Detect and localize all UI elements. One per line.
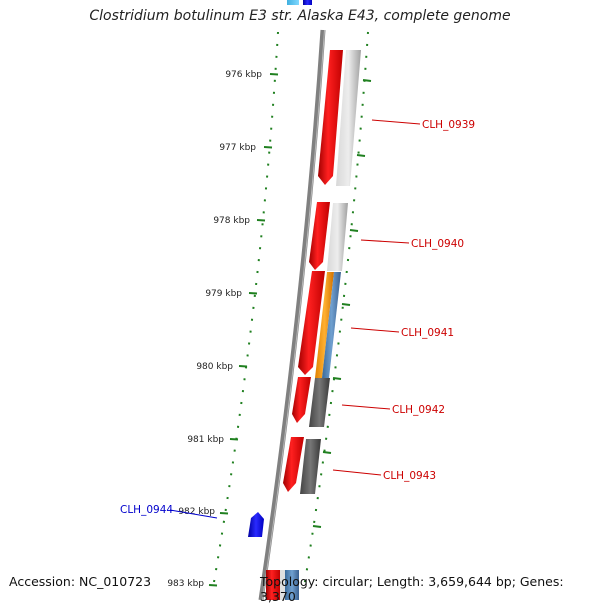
gene-label-CLH_0940[interactable]: CLH_0940: [411, 238, 464, 250]
tick-label-983: 983 kbp: [167, 579, 204, 589]
gene-label-CLH_0942[interactable]: CLH_0942: [392, 404, 445, 416]
tick-label-979: 979 kbp: [205, 289, 242, 299]
inner-tick-982: [312, 525, 322, 528]
cog-feature-bottom-steel: [285, 570, 299, 600]
cds-arrow-CLH_0943: [283, 437, 304, 492]
inner-major-ticks: [312, 79, 372, 528]
tick-982: [219, 512, 229, 515]
tick-978: [256, 219, 266, 222]
cog-band-CLH_0941-orange: [315, 272, 334, 378]
cog-feature-bottom-light: [280, 570, 285, 600]
tick-977: [263, 146, 273, 149]
leader-CLH_0940: [360, 239, 410, 244]
cog-band-CLH_0940: [327, 203, 348, 271]
tick-981: [229, 438, 239, 441]
cds-arrow-CLH_0942: [292, 377, 311, 423]
cds-arrow-CLH_0941: [298, 271, 325, 375]
tick-976: [269, 73, 279, 76]
cds-feature-bottom: [266, 570, 280, 600]
inner-tick-979: [341, 303, 351, 306]
cds-arrow-CLH_0944: [248, 512, 264, 537]
cog-features: [300, 50, 361, 494]
cog-band-CLH_0939: [336, 50, 361, 186]
gene-label-CLH_0941[interactable]: CLH_0941: [401, 327, 454, 339]
tick-label-977: 977 kbp: [219, 143, 256, 153]
tick-979: [248, 292, 258, 295]
inner-tick-978: [349, 229, 359, 232]
inner-tick-980: [332, 377, 342, 380]
major-ticks: [208, 73, 279, 587]
cog-band-CLH_0942: [309, 378, 330, 427]
leader-CLH_0941: [350, 327, 400, 333]
backbone-highlight: [262, 29, 325, 600]
inner-tick-976: [362, 79, 372, 82]
cog-band-CLH_0941-steel: [322, 272, 341, 378]
genome-backbone: [258, 29, 326, 600]
leader-CLH_0943: [332, 469, 382, 476]
gene-label-CLH_0943[interactable]: CLH_0943: [383, 470, 436, 482]
leader-CLH_0942: [341, 404, 391, 410]
tick-label-981: 981 kbp: [187, 435, 224, 445]
gene-label-CLH_0944[interactable]: CLH_0944: [120, 504, 173, 516]
inner-tick-981: [322, 451, 332, 454]
cog-feature-top-cyan: [287, 0, 299, 5]
leader-CLH_0939: [371, 119, 421, 125]
tick-980: [238, 365, 248, 368]
tick-label-982: 982 kbp: [178, 507, 215, 517]
map-title: Clostridium botulinum E3 str. Alaska E43…: [89, 8, 511, 24]
cds-features: [283, 50, 343, 492]
tick-label-978: 978 kbp: [213, 216, 250, 226]
cds-arrow-CLH_0940: [309, 202, 330, 270]
accession-text: Accession: NC_010723: [9, 574, 152, 589]
leader-CLH_0944: [169, 509, 218, 519]
rna-feature-top: [303, 0, 312, 5]
tick-label-980: 980 kbp: [196, 362, 233, 372]
inner-tick-977: [356, 154, 366, 157]
cog-band-CLH_0943: [300, 439, 321, 494]
tick-983: [208, 584, 218, 587]
gene-label-CLH_0939[interactable]: CLH_0939: [422, 119, 475, 131]
outer-tick-track: [212, 31, 279, 589]
tick-label-976: 976 kbp: [225, 70, 262, 80]
cds-arrow-CLH_0939: [318, 50, 343, 185]
